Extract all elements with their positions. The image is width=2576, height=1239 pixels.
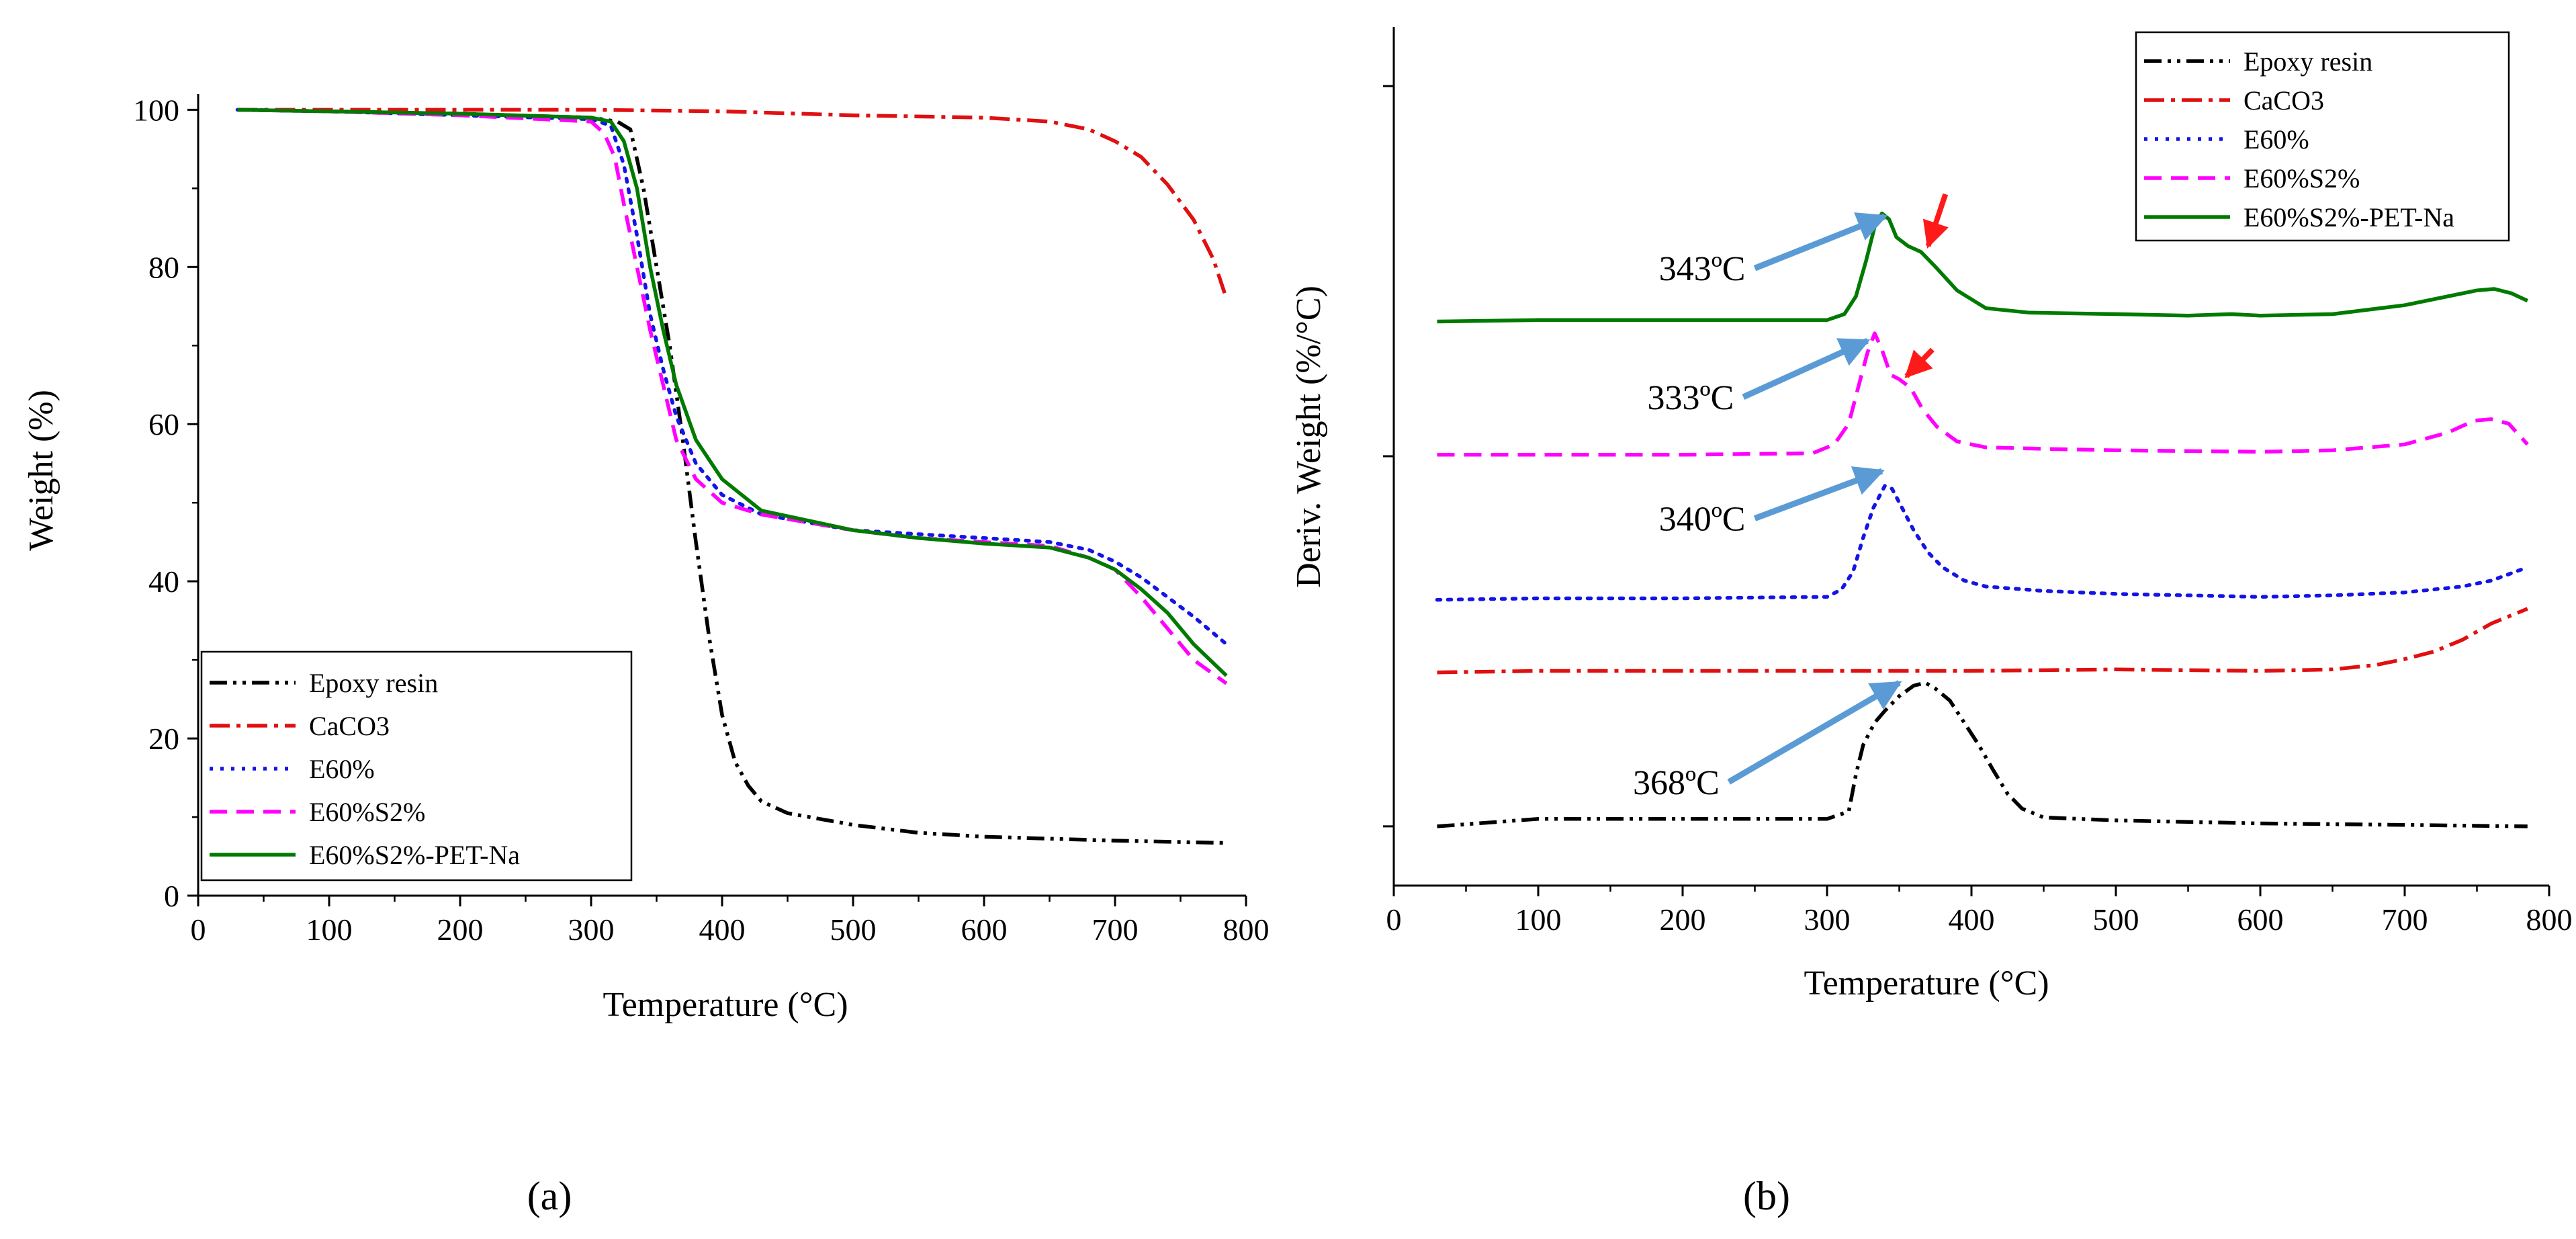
panel-a-series-group xyxy=(235,108,1229,845)
panel-a-y-tick-label: 0 xyxy=(164,879,179,913)
panel-a-y-tick-label: 60 xyxy=(148,407,179,441)
panel-b-legend-box xyxy=(2135,31,2510,242)
panel-b-label: (b) xyxy=(1743,1174,1790,1218)
peak-arrow-3 xyxy=(1727,680,1902,785)
panel-a-xlabel: Temperature (°C) xyxy=(603,986,848,1024)
panel-a-x-tick-label: 200 xyxy=(437,912,484,947)
panel-a-series-line-3 xyxy=(237,108,1228,685)
panel-b-x-tick-label: 300 xyxy=(1804,902,1851,937)
panel-b-xlabel: Temperature (°C) xyxy=(1804,964,2049,1002)
panel-a-chart: 0 100 200 300 400 500 600 700 800 0 20 40 60 80 100 Ep… xyxy=(22,93,1270,1024)
panel-b-legend-label: CaCO3 xyxy=(2244,85,2324,116)
peak-temperature-label: 368ºC xyxy=(1633,764,1720,802)
peak-arrow-2 xyxy=(1753,466,1885,521)
panel-b-annotations: 343ºC 333ºC 340ºC 368ºC xyxy=(1633,193,1949,802)
panel-b-x-tick-label: 400 xyxy=(1949,902,1995,937)
shoulder-arrow-0 xyxy=(1922,193,1949,249)
panel-a-x-tick-label: 100 xyxy=(306,912,353,947)
panel-b-series-group xyxy=(1435,211,2530,828)
panel-a-series-line-0 xyxy=(237,108,1227,845)
panel-a-legend-label: CaCO3 xyxy=(309,711,390,741)
panel-a-legend-label: Epoxy resin xyxy=(309,668,438,698)
panel-a-label: (a) xyxy=(527,1174,572,1218)
panel-a-axes: 0 100 200 300 400 500 600 700 800 0 20 40 60 80 100 xyxy=(133,93,1270,947)
panel-a-x-tick-label: 600 xyxy=(961,912,1008,947)
panel-b-ylabel: Deriv. Weight (%/°C) xyxy=(1290,286,1328,588)
panel-b-legend-label: E60% xyxy=(2244,124,2309,155)
panel-a-y-tick-label: 100 xyxy=(133,93,179,127)
panel-a-y-tick-label: 20 xyxy=(148,722,179,756)
panel-a-y-tick-label: 40 xyxy=(148,564,179,599)
panel-a-x-tick-label: 0 xyxy=(191,912,206,947)
panel-a-legend-box xyxy=(200,650,633,882)
panel-b-x-tick-label: 600 xyxy=(2237,902,2284,937)
panel-a-series-line-2 xyxy=(235,108,1229,646)
panel-a-series-line-1 xyxy=(237,108,1229,299)
panel-a-legend-label: E60%S2%-PET-Na xyxy=(309,840,520,870)
panel-b-series-line-0 xyxy=(1437,681,2528,828)
panel-a-x-tick-label: 400 xyxy=(699,912,746,947)
panel-b-x-tick-label: 800 xyxy=(2526,902,2573,937)
panel-a-y-tick-label: 80 xyxy=(148,250,179,284)
panel-a-legend: Epoxy resin CaCO3 E60% E60%S2% E60%S2%-PET-N… xyxy=(200,650,633,882)
panel-b-series-line-4 xyxy=(1437,211,2528,324)
panel-b-x-tick-label: 500 xyxy=(2093,902,2139,937)
panel-a-legend-label: E60% xyxy=(309,754,375,784)
panel-a-legend-label: E60%S2% xyxy=(309,797,425,827)
panel-b-x-tick-label: 700 xyxy=(2382,902,2428,937)
panel-b-chart: 0 100 200 300 400 500 600 700 800 343ºC 333ºC 340º… xyxy=(1290,27,2573,1002)
panel-b-series-line-2 xyxy=(1435,484,2530,602)
peak-temperature-label: 340ºC xyxy=(1659,501,1746,539)
panel-a-ylabel: Weight (%) xyxy=(22,390,60,551)
panel-b-legend-label: E60%S2% xyxy=(2244,163,2360,194)
panel-b-series-line-3 xyxy=(1437,331,2529,457)
panel-b-legend-label: E60%S2%-PET-Na xyxy=(2244,202,2454,232)
panel-a-x-tick-label: 800 xyxy=(1223,912,1270,947)
panel-b-legend-label: Epoxy resin xyxy=(2244,46,2372,77)
panel-a-x-tick-label: 300 xyxy=(568,912,615,947)
panel-a-x-tick-label: 700 xyxy=(1092,912,1139,947)
panel-b-x-tick-label: 100 xyxy=(1515,902,1562,937)
peak-arrow-1 xyxy=(1742,338,1871,400)
panel-b-legend: Epoxy resin CaCO3 E60% E60%S2% E60%S2%-PET-N… xyxy=(2135,31,2510,242)
panel-b-x-tick-label: 200 xyxy=(1660,902,1706,937)
panel-b-series-line-1 xyxy=(1437,607,2528,675)
peak-temperature-label: 343ºC xyxy=(1659,250,1746,288)
panel-b-x-tick-label: 0 xyxy=(1386,902,1402,937)
peak-arrow-0 xyxy=(1753,212,1888,271)
panel-b-axes: 0 100 200 300 400 500 600 700 800 xyxy=(1383,27,2573,937)
panel-a-series-line-4 xyxy=(237,108,1228,677)
panel-a-x-tick-label: 500 xyxy=(830,912,877,947)
peak-temperature-label: 333ºC xyxy=(1647,379,1734,417)
shoulder-arrow-1 xyxy=(1904,347,1935,378)
